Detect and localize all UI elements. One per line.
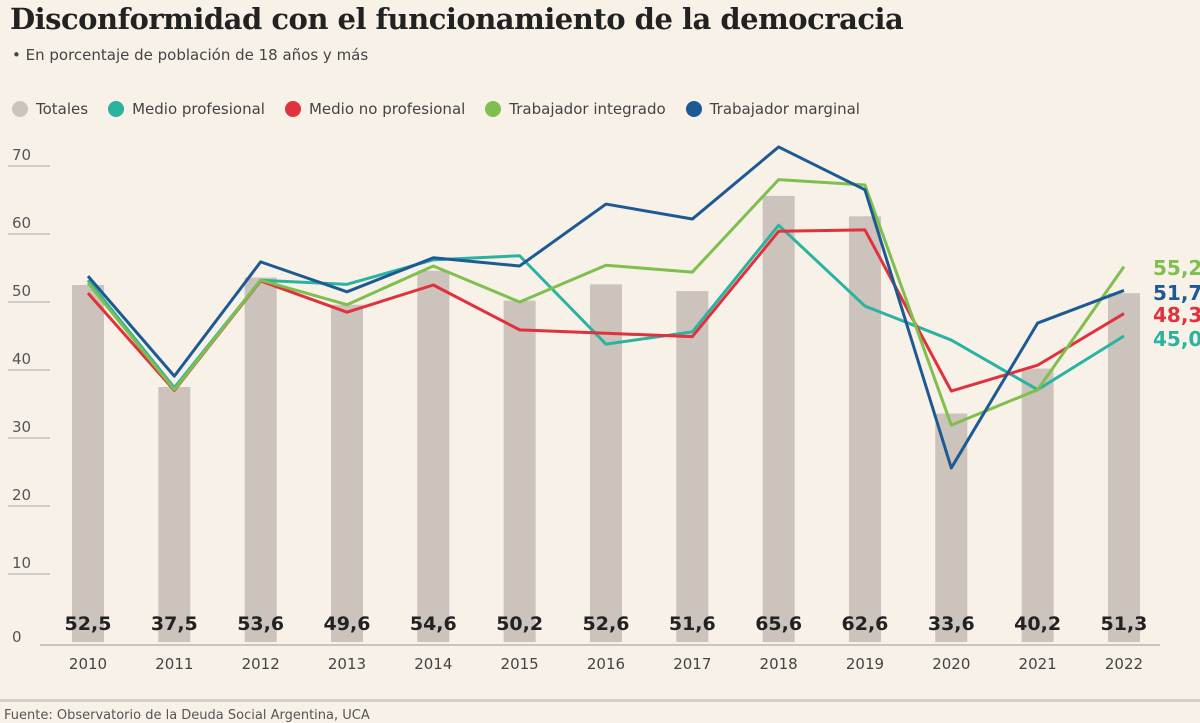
y-tick-label: 0 [12, 628, 22, 646]
x-tick-label: 2013 [328, 655, 366, 673]
bar-totales [331, 305, 363, 642]
x-tick-label: 2011 [155, 655, 193, 673]
bar-value-label: 40,2 [1014, 613, 1061, 635]
y-tick-label: 40 [12, 350, 31, 368]
end-value-label: 51,7 [1153, 281, 1200, 305]
bar-totales [245, 278, 277, 642]
bar-value-label: 52,5 [65, 613, 112, 635]
x-tick-label: 2010 [69, 655, 107, 673]
bar-totales [676, 291, 708, 642]
bar-value-label: 50,2 [496, 613, 543, 635]
bar-totales [590, 284, 622, 642]
bar-totales [72, 285, 104, 642]
y-tick-label: 20 [12, 486, 31, 504]
chart: 0 10 20 30 40 50 60 70 52,5 2010 37,5 2011 53,6 2012 4… [0, 0, 1200, 700]
x-tick-label: 2015 [501, 655, 539, 673]
x-tick-label: 2014 [414, 655, 452, 673]
bar-totales [417, 271, 449, 642]
end-value-label: 55,2 [1153, 256, 1200, 280]
bar-totales [849, 216, 881, 642]
end-value-label: 45,0 [1153, 327, 1200, 351]
bar-value-label: 51,3 [1101, 613, 1148, 635]
x-tick-label: 2016 [587, 655, 625, 673]
bar-value-label: 33,6 [928, 613, 975, 635]
bar-totales [158, 387, 190, 642]
x-tick-label: 2021 [1019, 655, 1057, 673]
bar-value-label: 51,6 [669, 613, 716, 635]
bar-value-label: 53,6 [237, 613, 284, 635]
bar-value-label: 49,6 [324, 613, 371, 635]
bar-totales [763, 196, 795, 642]
bar-value-label: 37,5 [151, 613, 198, 635]
x-tick-label: 2022 [1105, 655, 1143, 673]
x-tick-label: 2018 [760, 655, 798, 673]
x-tick-label: 2020 [932, 655, 970, 673]
y-tick-label: 60 [12, 214, 31, 232]
bar-totales [504, 301, 536, 642]
y-tick-label: 70 [12, 146, 31, 164]
x-tick-label: 2017 [673, 655, 711, 673]
bar-value-label: 62,6 [842, 613, 889, 635]
bar-value-label: 54,6 [410, 613, 457, 635]
bar-value-label: 65,6 [755, 613, 802, 635]
y-tick-label: 10 [12, 554, 31, 572]
end-value-label: 48,3 [1153, 303, 1200, 327]
x-tick-label: 2019 [846, 655, 884, 673]
bar-totales [1108, 293, 1140, 642]
y-tick-label: 50 [12, 282, 31, 300]
y-tick-label: 30 [12, 418, 31, 436]
bar-value-label: 52,6 [583, 613, 630, 635]
x-tick-label: 2012 [242, 655, 280, 673]
bar-totales [1022, 369, 1054, 642]
footer-divider [0, 699, 1200, 702]
